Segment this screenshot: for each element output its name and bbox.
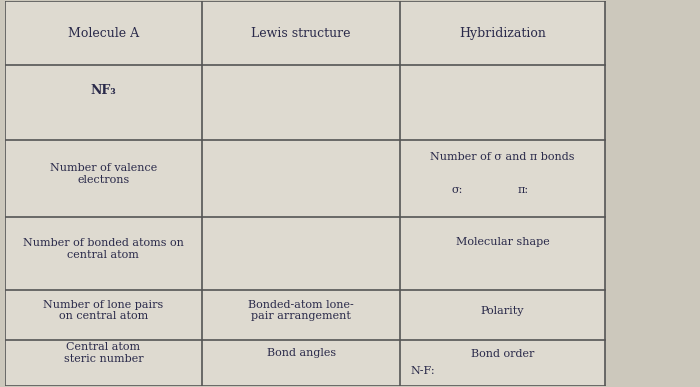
Text: Hybridization: Hybridization bbox=[459, 27, 546, 39]
Text: π:: π: bbox=[518, 185, 529, 195]
Bar bbox=[4, 65, 202, 140]
Bar bbox=[400, 2, 605, 65]
Bar bbox=[202, 339, 400, 385]
Text: Number of σ and π bonds: Number of σ and π bonds bbox=[430, 152, 575, 162]
Bar bbox=[202, 217, 400, 289]
Bar bbox=[4, 2, 202, 65]
Bar bbox=[400, 289, 605, 339]
Bar bbox=[202, 65, 400, 140]
Text: Molecular shape: Molecular shape bbox=[456, 236, 550, 247]
Bar bbox=[202, 289, 400, 339]
Bar bbox=[4, 140, 202, 217]
Text: Number of valence
electrons: Number of valence electrons bbox=[50, 163, 157, 185]
Bar bbox=[400, 339, 605, 385]
Text: Number of bonded atoms on
central atom: Number of bonded atoms on central atom bbox=[23, 238, 184, 260]
Text: Bond angles: Bond angles bbox=[267, 348, 336, 358]
Text: Bond order: Bond order bbox=[471, 349, 534, 359]
Bar bbox=[4, 339, 202, 385]
Text: Lewis structure: Lewis structure bbox=[251, 27, 351, 39]
Bar bbox=[400, 65, 605, 140]
Bar bbox=[4, 217, 202, 289]
Text: Bonded-atom lone-
pair arrangement: Bonded-atom lone- pair arrangement bbox=[248, 300, 354, 322]
Bar bbox=[400, 140, 605, 217]
Text: Molecule A: Molecule A bbox=[68, 27, 139, 39]
Bar bbox=[4, 289, 202, 339]
Text: Polarity: Polarity bbox=[481, 306, 524, 316]
Text: NF₃: NF₃ bbox=[90, 84, 116, 97]
Text: N-F:: N-F: bbox=[411, 366, 435, 376]
Bar bbox=[202, 2, 400, 65]
Text: Central atom
steric number: Central atom steric number bbox=[64, 342, 144, 364]
Text: σ:: σ: bbox=[452, 185, 463, 195]
Text: Number of lone pairs
on central atom: Number of lone pairs on central atom bbox=[43, 300, 164, 322]
Bar bbox=[202, 140, 400, 217]
Bar bbox=[400, 217, 605, 289]
